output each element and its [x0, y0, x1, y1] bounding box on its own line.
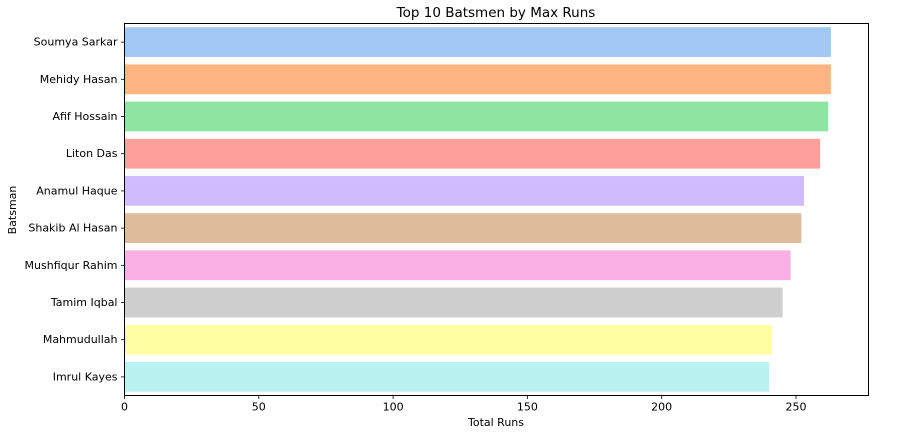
y-axis-label: Batsman: [6, 186, 19, 235]
y-tick-label: Tamim Iqbal: [50, 296, 118, 309]
bar-afif-hossain: [124, 101, 829, 132]
x-tick-label: 250: [785, 401, 806, 414]
y-tick-label: Afif Hossain: [52, 110, 117, 123]
bar-imrul-kayes: [124, 362, 770, 392]
y-axis-ticks: Soumya Sarkar Mehidy Hasan Afif Hossain Lit…: [25, 36, 125, 383]
chart-title: Top 10 Batsmen by Max Runs: [396, 5, 596, 21]
y-tick-label: Mushfiqur Rahim: [25, 259, 118, 272]
x-tick-label: 100: [383, 401, 404, 414]
bar-soumya-sarkar: [124, 27, 831, 57]
bar-mahmudullah: [124, 324, 772, 355]
y-tick-label: Imrul Kayes: [53, 370, 118, 383]
bar-mehidy-hasan: [124, 64, 831, 95]
y-tick-label: Soumya Sarkar: [34, 36, 118, 49]
bar-anamul-haque: [124, 176, 805, 206]
bar-tamim-iqbal: [124, 287, 783, 318]
bar-shakib-al-hasan: [124, 213, 802, 243]
x-tick-label: 50: [252, 401, 266, 414]
y-tick-label: Shakib Al Hasan: [28, 222, 117, 235]
x-axis-label: Total Runs: [467, 416, 524, 429]
x-axis-ticks: 0 50 100 150 200 250: [121, 395, 806, 414]
plot-frame: [124, 23, 869, 396]
y-tick-label: Anamul Haque: [36, 184, 117, 197]
y-tick-label: Mahmudullah: [43, 333, 118, 346]
x-tick-label: 0: [121, 401, 128, 414]
bar-liton-das: [124, 138, 821, 169]
bar-mushfiqur-rahim: [124, 250, 791, 281]
bars-group: [124, 27, 831, 392]
y-tick-label: Mehidy Hasan: [40, 73, 118, 86]
x-tick-label: 200: [651, 401, 672, 414]
y-tick-label: Liton Das: [66, 147, 118, 160]
x-tick-label: 150: [517, 401, 538, 414]
